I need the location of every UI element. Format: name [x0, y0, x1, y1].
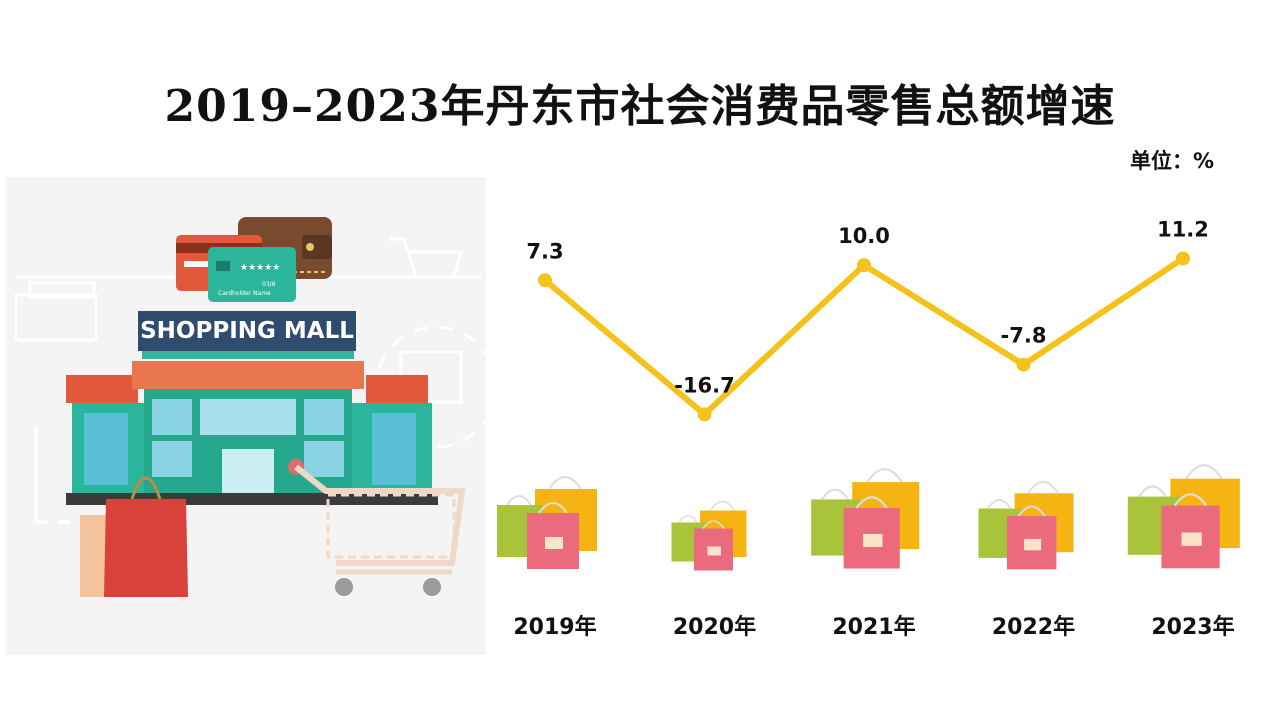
shopping-mall-illustration: ★★★★★ 03/8 Cardholder Name SHOPPING MALL	[6, 177, 498, 655]
mall-sign	[138, 311, 356, 351]
card-code-text: 03/8	[262, 281, 276, 288]
shopping-bag-decorations	[497, 464, 1240, 571]
data-label-2: 10.0	[838, 224, 890, 248]
data-point-1	[697, 407, 712, 422]
data-points	[538, 251, 1190, 422]
unit-label: 单位：%	[1130, 149, 1215, 173]
data-point-3	[1016, 357, 1031, 372]
x-tick-label-0: 2019年	[513, 614, 596, 640]
shopping-bags-icon-1	[671, 500, 747, 571]
data-label-1: -16.7	[674, 373, 735, 397]
shopping-mall-illustration-svg: ★★★★★ 03/8 Cardholder Name SHOPPING MALL	[6, 177, 498, 655]
series-line	[542, 255, 1186, 418]
shopping-cart-icon	[288, 459, 466, 596]
data-point-0	[538, 273, 552, 288]
mall-building	[66, 361, 438, 505]
shopping-bags-icon-2	[811, 468, 920, 569]
shopping-bags-icon-3	[978, 480, 1074, 570]
data-point-4	[1176, 251, 1190, 266]
data-label-0: 7.3	[526, 239, 563, 263]
green-card-icon: ★★★★★ 03/8 Cardholder Name	[208, 247, 296, 302]
shopping-bag-icon	[80, 476, 188, 597]
shopping-bags-icon-4	[1127, 464, 1240, 569]
shopping-bags-icon-0	[497, 476, 597, 569]
x-axis-labels: 2019年 2020年 2021年 2022年 2023年	[513, 614, 1234, 640]
mall-sign-text: SHOPPING MALL	[140, 318, 354, 344]
x-tick-label-4: 2023年	[1151, 614, 1234, 640]
x-tick-label-2: 2021年	[832, 614, 915, 640]
chart-title: 2019–2023年丹东市社会消费品零售总额增速	[164, 81, 1116, 132]
data-point-2	[857, 258, 871, 273]
data-label-4: 11.2	[1157, 217, 1209, 241]
x-tick-label-3: 2022年	[992, 614, 1075, 640]
data-labels: 7.3 -16.7 10.0 -7.8 11.2	[526, 217, 1209, 397]
line-chart: 7.3 -16.7 10.0 -7.8 11.2 2019年 2020年 2021年 2022…	[497, 217, 1240, 640]
svg-text:★★★★★: ★★★★★	[240, 263, 280, 273]
data-label-3: -7.8	[1001, 324, 1047, 348]
x-tick-label-1: 2020年	[673, 614, 756, 640]
card-holder-text: Cardholder Name	[218, 290, 271, 297]
